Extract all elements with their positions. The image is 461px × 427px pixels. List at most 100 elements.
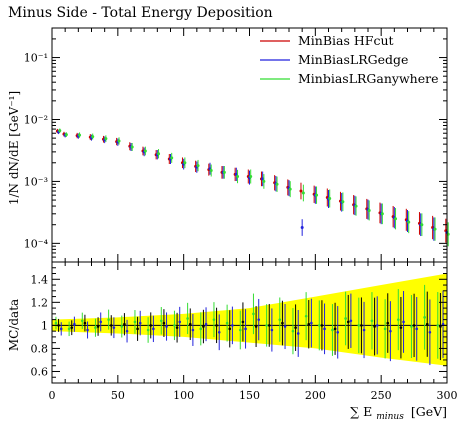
ratio-point xyxy=(146,328,150,332)
ratio-point xyxy=(357,324,361,327)
ratio-point xyxy=(138,321,142,325)
ratio-y-tick-label: 1 xyxy=(41,319,48,332)
ratio-point xyxy=(399,326,403,329)
ratio-point xyxy=(257,318,261,321)
x-tick-label: 100 xyxy=(173,389,194,402)
x-tick-label: 200 xyxy=(305,389,326,402)
ratio-point xyxy=(412,324,416,327)
main-point xyxy=(130,145,134,149)
main-point xyxy=(315,193,319,197)
x-tick-label: 0 xyxy=(49,389,56,402)
main-y-tick-label: 10⁻³ xyxy=(24,175,48,188)
ratio-point xyxy=(202,325,205,328)
x-tick-label: 250 xyxy=(371,389,392,402)
ratio-point xyxy=(225,321,229,325)
ratio-point xyxy=(241,320,245,324)
main-point xyxy=(288,187,292,191)
ratio-point xyxy=(109,324,113,327)
ratio-point xyxy=(310,321,313,325)
ratio-point xyxy=(199,327,203,331)
ratio-point xyxy=(244,327,247,331)
ratio-point xyxy=(428,330,432,334)
main-point xyxy=(262,179,266,183)
ratio-point xyxy=(415,327,419,331)
ratio-point xyxy=(331,328,334,332)
ratio-y-tick-label: 1.2 xyxy=(31,296,49,309)
ratio-point xyxy=(191,328,195,332)
ratio-point xyxy=(252,312,255,316)
main-point xyxy=(222,170,226,174)
ratio-point xyxy=(231,324,234,327)
main-point xyxy=(196,164,200,168)
ratio-point xyxy=(212,318,216,321)
ratio-point xyxy=(360,324,363,327)
main-point xyxy=(78,133,82,137)
ratio-point xyxy=(436,324,440,327)
legend-label: MinBiasLRGedge xyxy=(298,52,408,67)
ratio-y-axis-label: MC/data xyxy=(7,299,21,351)
ratio-point xyxy=(152,327,155,331)
ratio-point xyxy=(165,325,168,328)
ratio-point xyxy=(123,322,126,326)
main-point xyxy=(380,212,384,216)
ratio-point xyxy=(281,321,284,325)
ratio-point xyxy=(333,327,337,331)
main-point xyxy=(420,223,424,227)
ratio-point xyxy=(80,319,84,323)
main-point xyxy=(249,175,253,179)
main-point xyxy=(300,226,304,230)
legend: MinBias HFcut MinBiasLRGedge MinbiasLRGany… xyxy=(260,33,439,86)
x-axis-label-unit: [GeV] xyxy=(411,404,447,419)
ratio-point xyxy=(173,324,176,327)
ratio-point xyxy=(362,328,366,332)
main-point xyxy=(183,161,187,165)
main-point xyxy=(328,196,332,200)
ratio-point xyxy=(217,330,221,334)
x-axis-label-subscript: minus xyxy=(376,412,404,422)
x-tick-label: 150 xyxy=(239,389,260,402)
x-tick-label: 50 xyxy=(111,389,125,402)
ratio-point xyxy=(294,326,297,329)
x-tick-label: 300 xyxy=(437,389,458,402)
ratio-point xyxy=(178,320,182,324)
ratio-panel: 0 50 100 150 200 250 300 0.6 0.8 1 1.2 1.4 xyxy=(31,261,458,402)
ratio-point xyxy=(386,321,390,325)
ratio-point xyxy=(159,319,163,323)
ratio-point xyxy=(265,324,268,327)
ratio-point xyxy=(67,327,71,331)
ratio-point xyxy=(439,325,442,328)
ratio-point xyxy=(99,320,103,324)
ratio-point xyxy=(94,326,97,329)
main-point xyxy=(64,133,68,137)
ratio-point xyxy=(346,320,350,324)
main-point xyxy=(354,204,358,208)
ratio-point xyxy=(410,325,413,328)
main-point xyxy=(209,169,213,173)
ratio-point xyxy=(336,330,340,334)
main-y-tick-label: 10⁻² xyxy=(24,113,48,126)
ratio-point xyxy=(254,325,258,328)
main-point xyxy=(91,135,95,139)
ratio-point xyxy=(373,325,376,328)
ratio-point xyxy=(323,327,326,331)
main-point xyxy=(58,129,62,133)
main-point xyxy=(299,189,303,193)
ratio-point xyxy=(375,324,379,327)
ratio-point xyxy=(162,321,166,325)
ratio-point xyxy=(370,319,374,323)
ratio-point xyxy=(296,332,300,335)
main-point xyxy=(170,156,174,160)
ratio-point xyxy=(120,325,124,328)
ratio-point xyxy=(278,318,282,321)
x-axis-label: ∑ E minus [GeV] xyxy=(350,404,447,422)
ratio-point xyxy=(423,316,426,319)
ratio-point xyxy=(215,324,218,327)
legend-label: MinBias HFcut xyxy=(298,33,394,48)
ratio-point xyxy=(283,325,287,328)
main-point xyxy=(341,200,345,204)
ratio-y-tick-label: 0.6 xyxy=(31,365,49,378)
ratio-point xyxy=(186,317,189,320)
ratio-point xyxy=(73,322,76,326)
ratio-point xyxy=(133,320,137,324)
